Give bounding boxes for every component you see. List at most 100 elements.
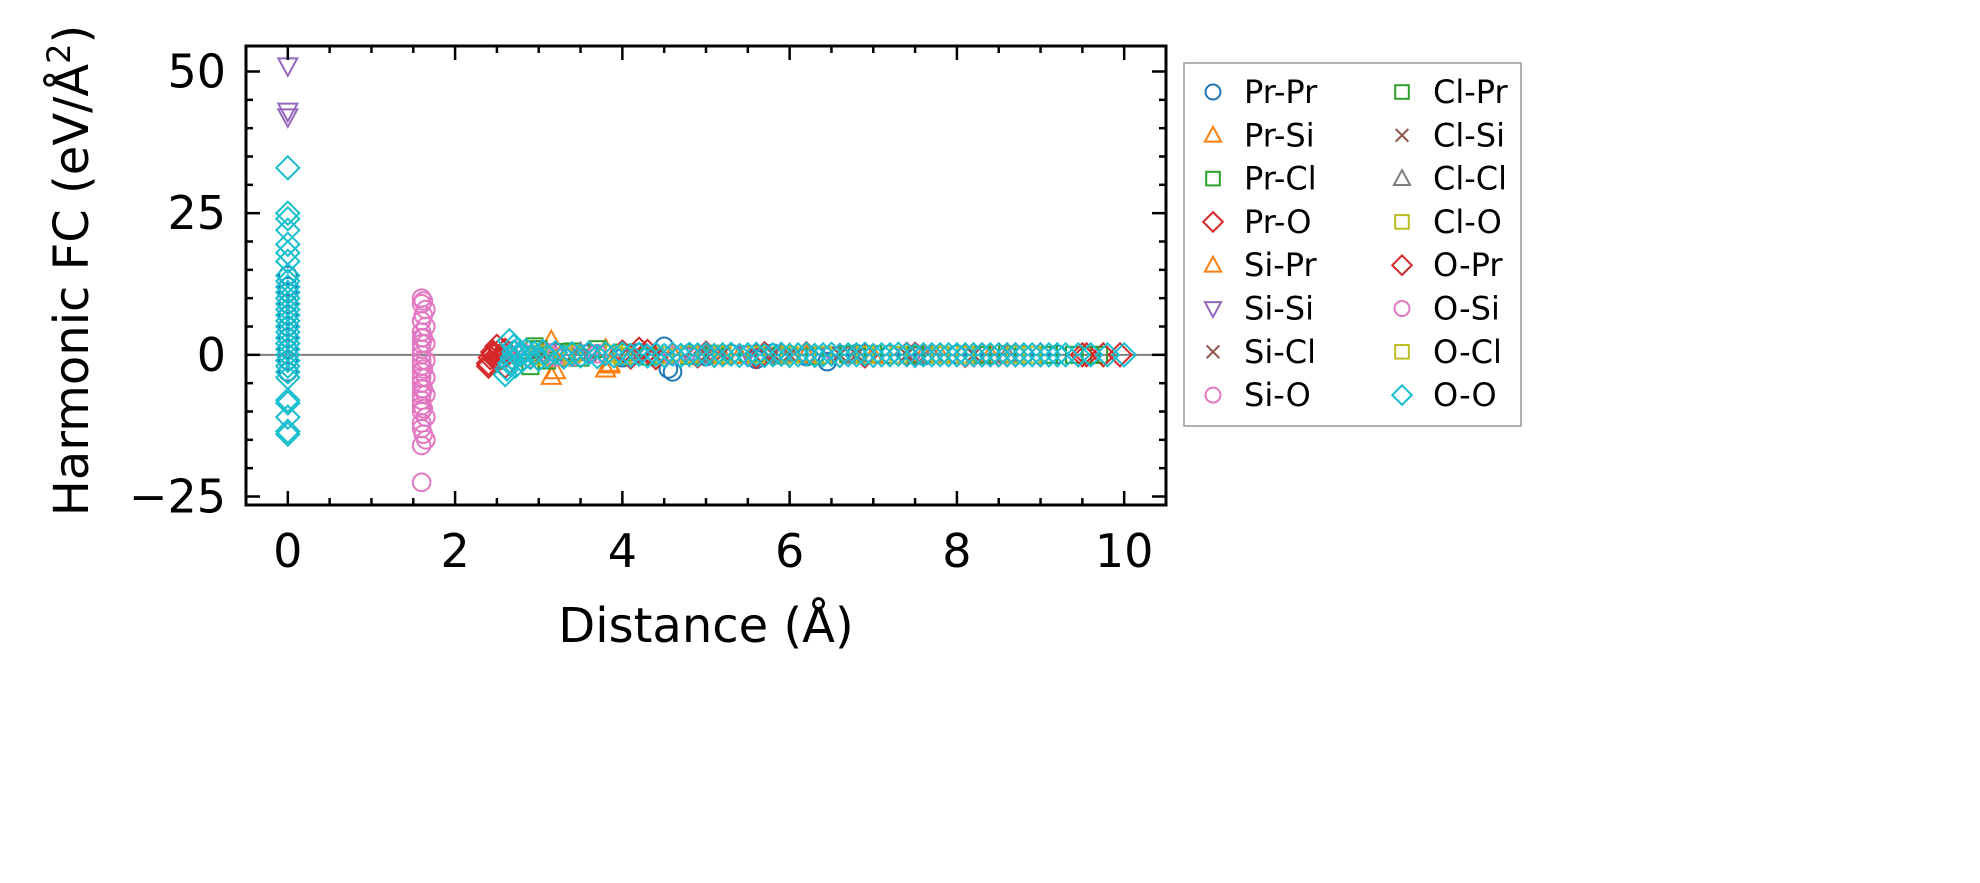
data-point-o-pr bbox=[634, 338, 661, 365]
data-point-o-o bbox=[759, 341, 786, 368]
data-point-cl-o bbox=[780, 345, 799, 364]
legend-entry-cl-pr: Cl-Pr bbox=[1394, 73, 1509, 111]
x-tick-label: 4 bbox=[608, 524, 637, 578]
data-point-o-pr bbox=[479, 341, 506, 368]
legend-marker bbox=[1394, 344, 1410, 360]
legend-marker bbox=[1203, 301, 1223, 320]
legend-marker bbox=[1392, 168, 1412, 186]
x-tick-label: 10 bbox=[1095, 524, 1154, 578]
y-axis-label: Harmonic FC (eV/Å2) bbox=[40, 25, 100, 517]
data-point-o-o bbox=[810, 341, 837, 368]
legend-label: Pr-Si bbox=[1244, 116, 1315, 154]
data-point-o-o bbox=[818, 341, 845, 368]
legend-label: O-O bbox=[1433, 376, 1497, 414]
data-point-cl-o bbox=[855, 345, 874, 364]
data-point-si-si bbox=[276, 108, 299, 129]
x-axis-label: Distance (Å) bbox=[558, 597, 853, 654]
data-point-o-o bbox=[1044, 341, 1071, 368]
data-point-o-o bbox=[1111, 341, 1138, 368]
data-point-o-o bbox=[567, 343, 594, 369]
data-point-o-o bbox=[684, 341, 711, 368]
data-point-cl-o bbox=[931, 345, 950, 364]
legend-entry-o-pr: O-Pr bbox=[1390, 246, 1503, 284]
legend-marker bbox=[1204, 386, 1222, 404]
data-point-o-cl bbox=[1023, 345, 1042, 364]
legend-label: O-Si bbox=[1433, 290, 1500, 328]
data-point-pr-pr bbox=[278, 328, 298, 348]
y-tick-label: −25 bbox=[129, 470, 226, 524]
data-point-o-o bbox=[504, 336, 531, 363]
legend-marker bbox=[1390, 383, 1414, 407]
data-point-o-o bbox=[1052, 341, 1079, 368]
data-point-o-o bbox=[768, 341, 795, 368]
legend-entry-o-cl: O-Cl bbox=[1394, 333, 1502, 371]
y-axis-label-close: ) bbox=[44, 25, 100, 44]
data-point-o-o bbox=[709, 341, 736, 368]
legend-entry-o-o: O-O bbox=[1390, 376, 1497, 414]
legend-label: Cl-Si bbox=[1433, 116, 1505, 154]
data-point-pr-pr bbox=[278, 282, 298, 303]
legend-entry-si-si: Si-Si bbox=[1203, 290, 1314, 328]
data-point-pr-o bbox=[1107, 341, 1133, 368]
data-point-o-o bbox=[507, 341, 534, 368]
legend-marker bbox=[1394, 128, 1410, 143]
x-tick-label: 0 bbox=[273, 524, 302, 578]
data-point-o-o bbox=[274, 200, 301, 227]
legend-marker bbox=[1201, 210, 1225, 234]
legend-label: Cl-Pr bbox=[1433, 73, 1509, 111]
legend-frame bbox=[1183, 62, 1522, 427]
legend-entry-pr-pr: Pr-Pr bbox=[1204, 73, 1318, 111]
legend-entry-cl-si: Cl-Si bbox=[1394, 116, 1505, 154]
legend-label: Cl-Cl bbox=[1433, 160, 1507, 198]
legend-entry-si-cl: Si-Cl bbox=[1205, 333, 1316, 371]
legend-label: O-Cl bbox=[1433, 333, 1502, 371]
data-point-pr-pr bbox=[278, 316, 298, 337]
data-point-o-cl bbox=[814, 345, 833, 364]
data-point-o-si bbox=[413, 291, 434, 311]
legend-marker bbox=[1203, 254, 1223, 273]
legend-label: Si-Cl bbox=[1244, 333, 1316, 371]
data-point-o-si bbox=[413, 359, 434, 379]
legend-marker bbox=[1205, 170, 1221, 187]
legend-entries: Pr-Pr Pr-Si Pr-Cl Pr-O Si-Pr Si-Si Si-Cl Si-O Cl… bbox=[1201, 73, 1509, 414]
data-point-o-o bbox=[793, 341, 820, 368]
data-point-si-o bbox=[411, 472, 432, 493]
data-point-o-o bbox=[274, 387, 301, 414]
data-point-o-cl bbox=[680, 345, 699, 364]
data-point-o-o bbox=[274, 353, 301, 380]
y-tick-label: 50 bbox=[167, 45, 226, 99]
legend-label: Pr-O bbox=[1244, 203, 1311, 241]
legend-marker bbox=[1203, 124, 1223, 143]
legend-entry-o-si: O-Si bbox=[1393, 290, 1500, 328]
data-point-cl-pr bbox=[1081, 345, 1100, 364]
data-point-o-o bbox=[274, 390, 301, 416]
data-point-si-pr bbox=[594, 356, 617, 378]
legend-marker bbox=[1394, 214, 1410, 230]
data-point-o-o bbox=[718, 341, 745, 368]
data-point-o-pr bbox=[751, 340, 778, 367]
legend-marker bbox=[1390, 254, 1414, 277]
data-point-o-o bbox=[617, 342, 644, 369]
data-point-o-o bbox=[274, 154, 301, 181]
data-point-o-o bbox=[885, 341, 912, 368]
y-axis-label-superscript: 2 bbox=[40, 43, 78, 63]
data-point-o-si bbox=[413, 328, 434, 348]
legend: Pr-Pr Pr-Si Pr-Cl Pr-O Si-Pr Si-Si Si-Cl Si-O Cl… bbox=[1183, 62, 1522, 427]
legend-marker bbox=[1205, 344, 1221, 359]
data-point-pr-pr bbox=[278, 350, 298, 371]
legend-label: Si-Si bbox=[1244, 290, 1314, 328]
data-point-o-o bbox=[542, 339, 569, 366]
data-point-o-o bbox=[534, 343, 561, 370]
legend-label: Si-Pr bbox=[1244, 246, 1317, 284]
data-point-o-o bbox=[274, 404, 301, 431]
legend-entry-pr-cl: Pr-Cl bbox=[1205, 160, 1317, 198]
data-point-si-pr bbox=[795, 342, 818, 363]
data-point-pr-pr bbox=[278, 362, 298, 382]
legend-label: Cl-O bbox=[1433, 203, 1502, 241]
data-point-o-o bbox=[843, 341, 870, 368]
data-point-pr-pr bbox=[278, 305, 298, 325]
data-point-o-cl bbox=[889, 345, 908, 364]
data-points bbox=[274, 57, 1138, 493]
legend-entry-si-o: Si-O bbox=[1204, 376, 1311, 414]
